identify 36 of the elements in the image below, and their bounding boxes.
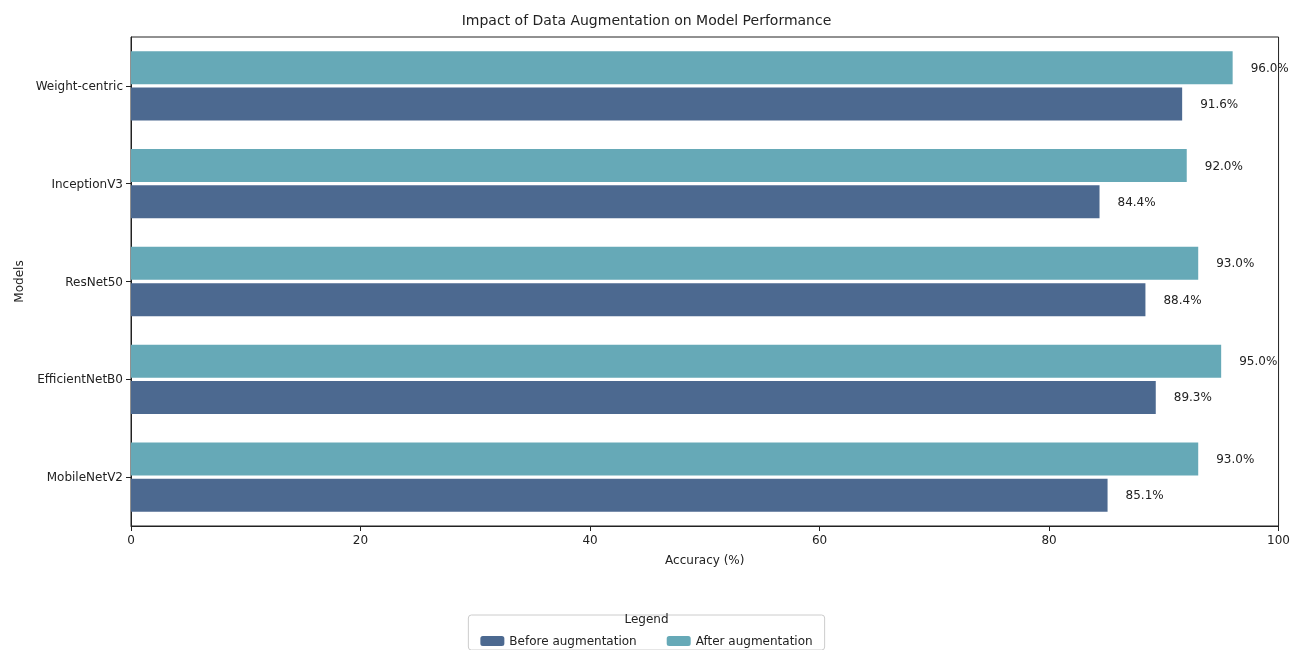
bar [131, 246, 1199, 280]
bar [131, 442, 1199, 476]
y-tick-label: MobileNetV2 [46, 470, 123, 485]
y-tick-label: InceptionV3 [51, 176, 123, 191]
x-tick-label: 60 [811, 533, 828, 547]
x-tick-label: 80 [1041, 533, 1057, 547]
bar [131, 380, 1156, 414]
y-tick-label: EfficientNetB0 [37, 372, 123, 387]
x-tick-label: 100 [1267, 533, 1290, 547]
bar [131, 185, 1100, 219]
data-label: 89.3% [1173, 390, 1212, 405]
bar [131, 87, 1183, 121]
y-tick-label: ResNet50 [65, 274, 123, 289]
data-label: 85.1% [1125, 488, 1164, 503]
legend-title: Legend [624, 612, 669, 626]
data-label: 88.4% [1163, 292, 1202, 307]
bar [131, 283, 1146, 317]
data-label: 93.0% [1216, 256, 1255, 271]
y-axis-title: Models [11, 260, 26, 303]
x-tick-label: 0 [127, 533, 135, 547]
data-label: 84.4% [1117, 194, 1156, 209]
data-label: 91.6% [1200, 97, 1239, 112]
bar [131, 344, 1222, 378]
y-tick-label: Weight-centric [35, 78, 123, 93]
chart-title: Impact of Data Augmentation on Model Performance [461, 12, 832, 28]
legend-label: After augmentation [695, 634, 813, 648]
data-label: 92.0% [1204, 158, 1243, 173]
x-tick-label: 40 [582, 533, 598, 547]
data-label: 93.0% [1216, 451, 1255, 466]
x-axis-title: Accuracy (%) [665, 553, 745, 567]
bar [131, 478, 1108, 512]
legend-label: Before augmentation [509, 634, 637, 648]
data-label: 95.0% [1239, 354, 1278, 369]
bar [131, 149, 1187, 183]
x-tick-label: 20 [352, 533, 369, 547]
bar [131, 51, 1233, 85]
